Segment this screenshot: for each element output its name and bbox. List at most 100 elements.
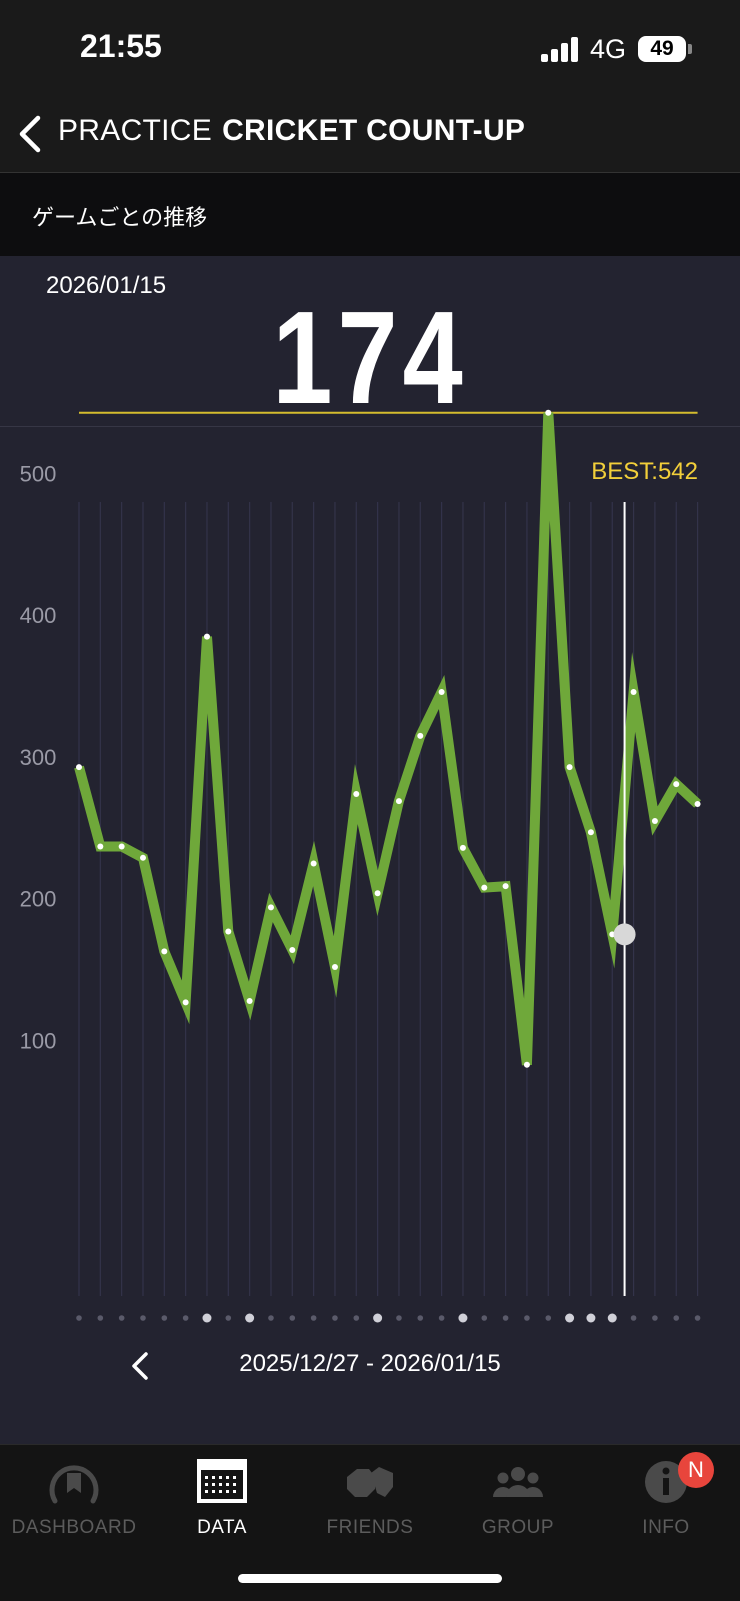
day-indicator-dot <box>417 1315 424 1321</box>
selected-score-panel: 2026/01/15 174 <box>0 256 740 431</box>
data-point <box>395 798 402 805</box>
y-tick-label: 400 <box>20 603 57 628</box>
status-time: 21:55 <box>80 28 162 64</box>
tab-label: FRIENDS <box>326 1517 414 1538</box>
page-title: PRACTICE CRICKET COUNT-UP <box>58 114 525 148</box>
data-point <box>182 999 189 1006</box>
day-indicator-dot <box>524 1315 530 1321</box>
day-indicator-dot <box>481 1315 488 1321</box>
tab-data[interactable]: DATA <box>148 1445 296 1555</box>
selected-date: 2026/01/15 <box>46 272 167 299</box>
data-point <box>417 732 424 739</box>
day-indicator-dot <box>245 1313 255 1323</box>
data-point <box>353 791 360 798</box>
data-point <box>630 688 637 695</box>
day-indicator-dot <box>630 1315 637 1321</box>
previous-range-icon[interactable] <box>126 1346 156 1386</box>
data-point <box>246 997 253 1004</box>
day-indicator-dot <box>76 1315 82 1321</box>
day-indicator-dot <box>438 1315 445 1321</box>
data-point <box>76 764 82 771</box>
tab-label: DATA <box>197 1517 247 1538</box>
day-indicator-dot <box>118 1315 125 1321</box>
data-point <box>310 860 317 867</box>
data-point <box>545 409 552 416</box>
signal-icon <box>541 36 581 62</box>
data-point <box>523 1061 530 1068</box>
tab-group[interactable]: GROUP <box>444 1445 592 1555</box>
y-tick-label: 300 <box>20 745 57 770</box>
data-point <box>694 800 701 807</box>
data-point <box>587 829 594 836</box>
data-point <box>161 948 168 955</box>
home-indicator[interactable] <box>238 1574 502 1583</box>
day-indicator-dot <box>268 1315 274 1321</box>
day-indicator-dot <box>607 1313 617 1323</box>
day-indicator-dot <box>332 1315 338 1321</box>
section-title: ゲームごとの推移 <box>32 205 208 230</box>
day-indicator-dot <box>565 1313 575 1323</box>
info-icon <box>645 1461 687 1503</box>
page-title-game: CRICKET COUNT-UP <box>222 114 526 147</box>
day-indicator-dot <box>545 1315 552 1321</box>
data-point <box>331 963 338 970</box>
day-indicator-dot <box>225 1315 232 1321</box>
tab-label: GROUP <box>481 1517 555 1538</box>
day-indicator-dot <box>586 1313 596 1323</box>
section-header: ゲームごとの推移 <box>0 173 740 256</box>
page-title-mode: PRACTICE <box>58 114 213 147</box>
tab-friends[interactable]: FRIENDS <box>296 1445 444 1555</box>
data-point <box>374 890 381 897</box>
day-indicator-dot <box>97 1315 104 1321</box>
day-indicator-dot <box>673 1315 680 1321</box>
data-point <box>566 764 573 771</box>
back-icon[interactable] <box>14 112 50 156</box>
day-indicator-dot <box>182 1315 189 1321</box>
tab-info[interactable]: INFO <box>592 1445 740 1555</box>
nav-bar: PRACTICE CRICKET COUNT-UP <box>0 100 740 173</box>
calendar-icon <box>197 1459 247 1503</box>
day-indicator-dot <box>652 1315 658 1321</box>
chart-panel: 2026/01/15 174 BEST:542 100 200 300 400 500 … <box>0 256 740 1444</box>
day-indicator-dot <box>202 1313 212 1323</box>
selected-score: 174 <box>272 284 468 431</box>
data-point <box>118 843 125 850</box>
date-range-nav: 2025/12/27 - 2026/01/15 <box>0 1336 740 1396</box>
tab-label: INFO <box>642 1517 690 1538</box>
day-indicator-dot <box>694 1315 701 1321</box>
data-point <box>289 946 296 953</box>
battery-cap <box>688 44 692 54</box>
data-point <box>139 854 146 861</box>
network-type: 4G <box>590 34 627 64</box>
data-point <box>203 633 210 640</box>
y-tick-label: 200 <box>20 887 57 912</box>
data-point <box>267 904 274 911</box>
data-point <box>673 781 680 788</box>
friends-icon <box>347 1467 393 1497</box>
day-indicator-dot <box>373 1313 383 1323</box>
data-point <box>438 688 445 695</box>
data-point <box>225 928 232 935</box>
y-tick-label: 100 <box>20 1028 57 1053</box>
date-range-label: 2025/12/27 - 2026/01/15 <box>239 1350 501 1377</box>
day-indicator-dot <box>353 1315 360 1321</box>
selected-point-marker <box>613 923 636 946</box>
battery-icon: 49 <box>638 36 686 62</box>
data-point <box>502 883 509 890</box>
day-indicator-dot <box>502 1315 509 1321</box>
day-indicator-dot <box>458 1313 468 1323</box>
data-point <box>651 817 658 824</box>
status-bar: 21:55 4G 49 <box>0 0 740 100</box>
y-tick-label: 500 <box>20 461 57 486</box>
tab-dashboard[interactable]: DASHBOARD <box>0 1445 148 1555</box>
dashboard-icon <box>49 1465 99 1504</box>
day-indicator-dot <box>161 1315 168 1321</box>
day-indicator-dot <box>396 1315 402 1321</box>
best-score-label: BEST:542 <box>591 458 698 485</box>
score-series-line <box>74 412 701 1066</box>
score-line-chart[interactable]: 100 200 300 400 500 <box>0 256 740 1326</box>
day-indicator-dot <box>289 1315 296 1321</box>
data-point <box>97 843 104 850</box>
day-indicator-dot <box>140 1315 146 1321</box>
info-notification-badge: N <box>678 1452 714 1488</box>
